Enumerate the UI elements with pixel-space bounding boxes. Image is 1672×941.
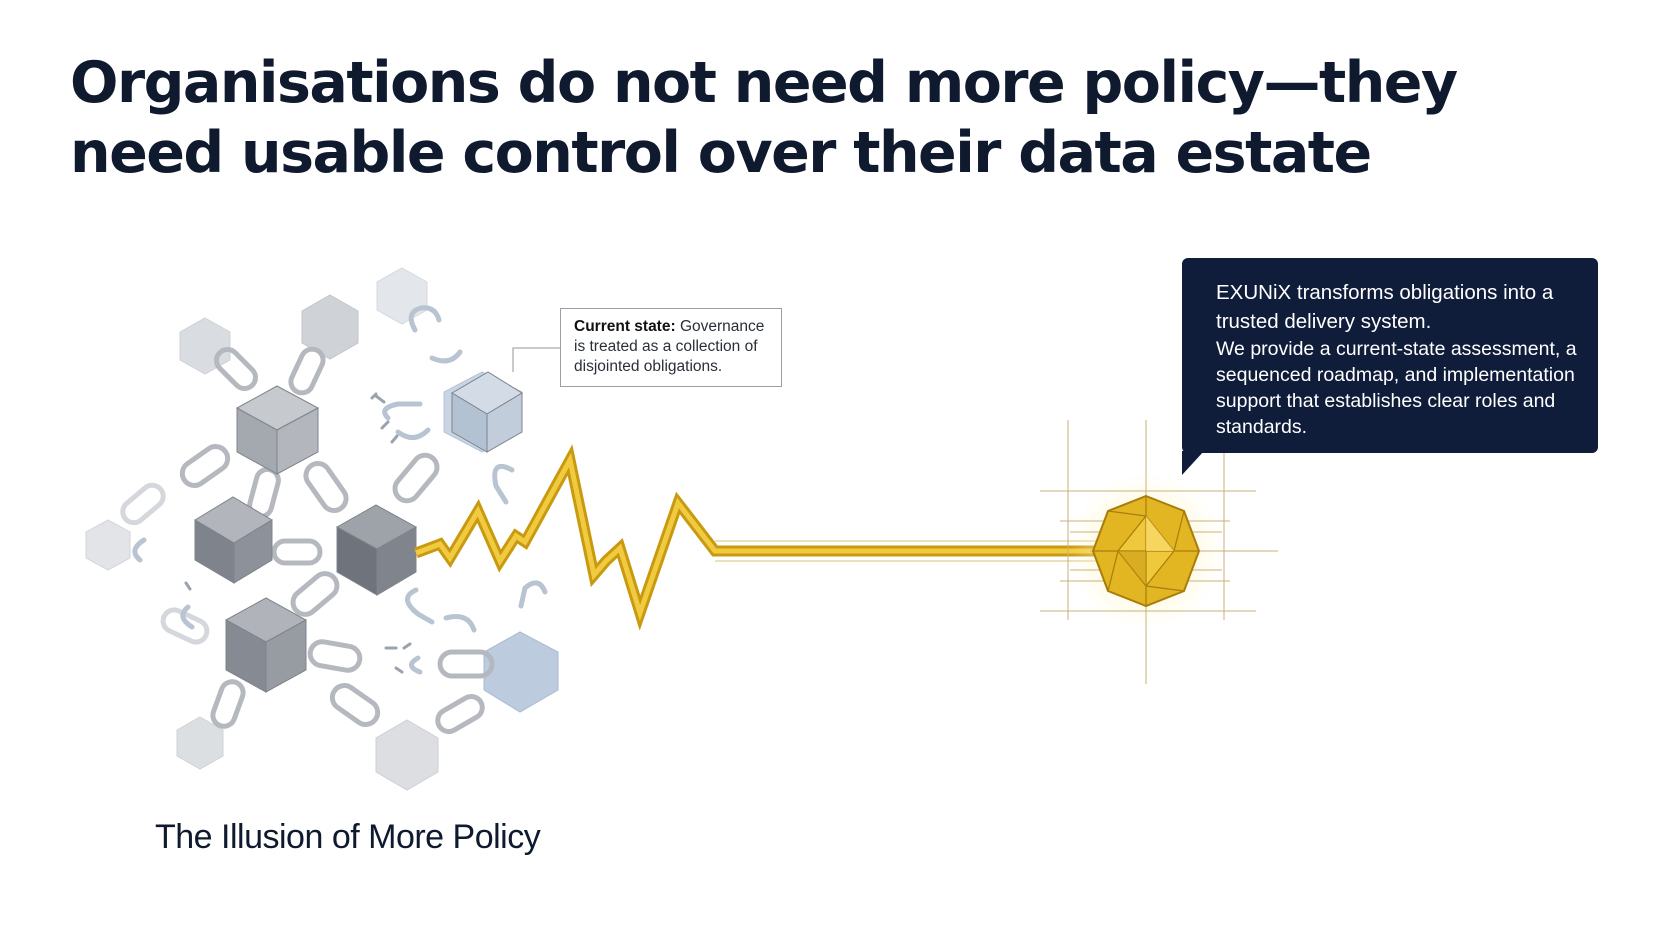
chain-link-icon xyxy=(288,346,326,396)
cube-block-icon xyxy=(224,597,308,693)
chain-link-icon xyxy=(290,571,340,617)
broken-chain-link-icon xyxy=(409,655,423,675)
hexagon-block-icon xyxy=(301,294,359,360)
hexagon-block-icon xyxy=(375,719,439,791)
broken-chain-link-icon xyxy=(395,427,431,440)
exunix-callout: EXUNiX transforms obligations into a tru… xyxy=(1182,258,1598,475)
chain-link-icon xyxy=(329,683,381,727)
broken-chain-link-icon xyxy=(408,305,442,333)
zigzag-signal-icon xyxy=(414,444,1100,631)
chain-link-icon xyxy=(392,452,440,504)
broken-chain-link-icon xyxy=(443,614,477,633)
headline-line-1: Organisations do not need more policy—th… xyxy=(70,50,1458,116)
callout-connector xyxy=(512,347,560,372)
callout-tail xyxy=(1182,451,1204,475)
current-state-label: Current state: xyxy=(574,318,676,335)
illustration-caption: The Illusion of More Policy xyxy=(155,818,541,856)
headline-line-2: need usable control over their data esta… xyxy=(70,120,1372,186)
current-state-callout: Current state: Governance is treated as … xyxy=(560,308,782,387)
hexagon-block-icon xyxy=(483,631,559,713)
broken-chain-link-icon xyxy=(518,580,548,609)
broken-chain-link-icon xyxy=(382,401,423,421)
chain-link-icon xyxy=(307,639,363,673)
exunix-callout-lead: EXUNiX transforms obligations into a tru… xyxy=(1216,281,1554,333)
chain-link-icon xyxy=(160,607,210,645)
chain-link-icon xyxy=(437,649,495,679)
cube-block-icon xyxy=(451,371,523,453)
chain-link-icon xyxy=(214,347,258,391)
chain-links xyxy=(120,305,548,734)
hexagon-block-icon xyxy=(85,519,131,571)
broken-chain-link-icon xyxy=(492,464,515,505)
cube-block-icon xyxy=(235,385,320,475)
chain-link-icon xyxy=(120,482,166,526)
cube-block-icon xyxy=(335,504,418,596)
gold-polyhedron-gem-icon xyxy=(1040,420,1278,684)
chain-link-icon xyxy=(179,444,231,488)
broken-chain-link-icon xyxy=(405,587,435,625)
broken-chain-link-icon xyxy=(429,349,463,364)
exunix-callout-body: We provide a current-state assessment, a… xyxy=(1216,338,1577,438)
chain-link-icon xyxy=(435,694,485,734)
hexagon-block-icon xyxy=(176,716,224,770)
headline: Organisations do not need more policy—th… xyxy=(70,48,1550,188)
hexagon-block-icon xyxy=(376,267,428,325)
cube-blocks xyxy=(194,371,523,693)
chain-link-icon xyxy=(303,461,349,513)
cube-block-icon xyxy=(194,496,273,584)
hexagon-block-icon xyxy=(179,317,231,375)
current-state-text: Governance is treated as a collection of… xyxy=(574,318,765,375)
broken-chain-link-icon xyxy=(132,537,147,563)
chain-link-icon xyxy=(210,679,246,729)
chain-link-icon xyxy=(271,538,323,566)
broken-chain-link-icon xyxy=(180,604,195,630)
